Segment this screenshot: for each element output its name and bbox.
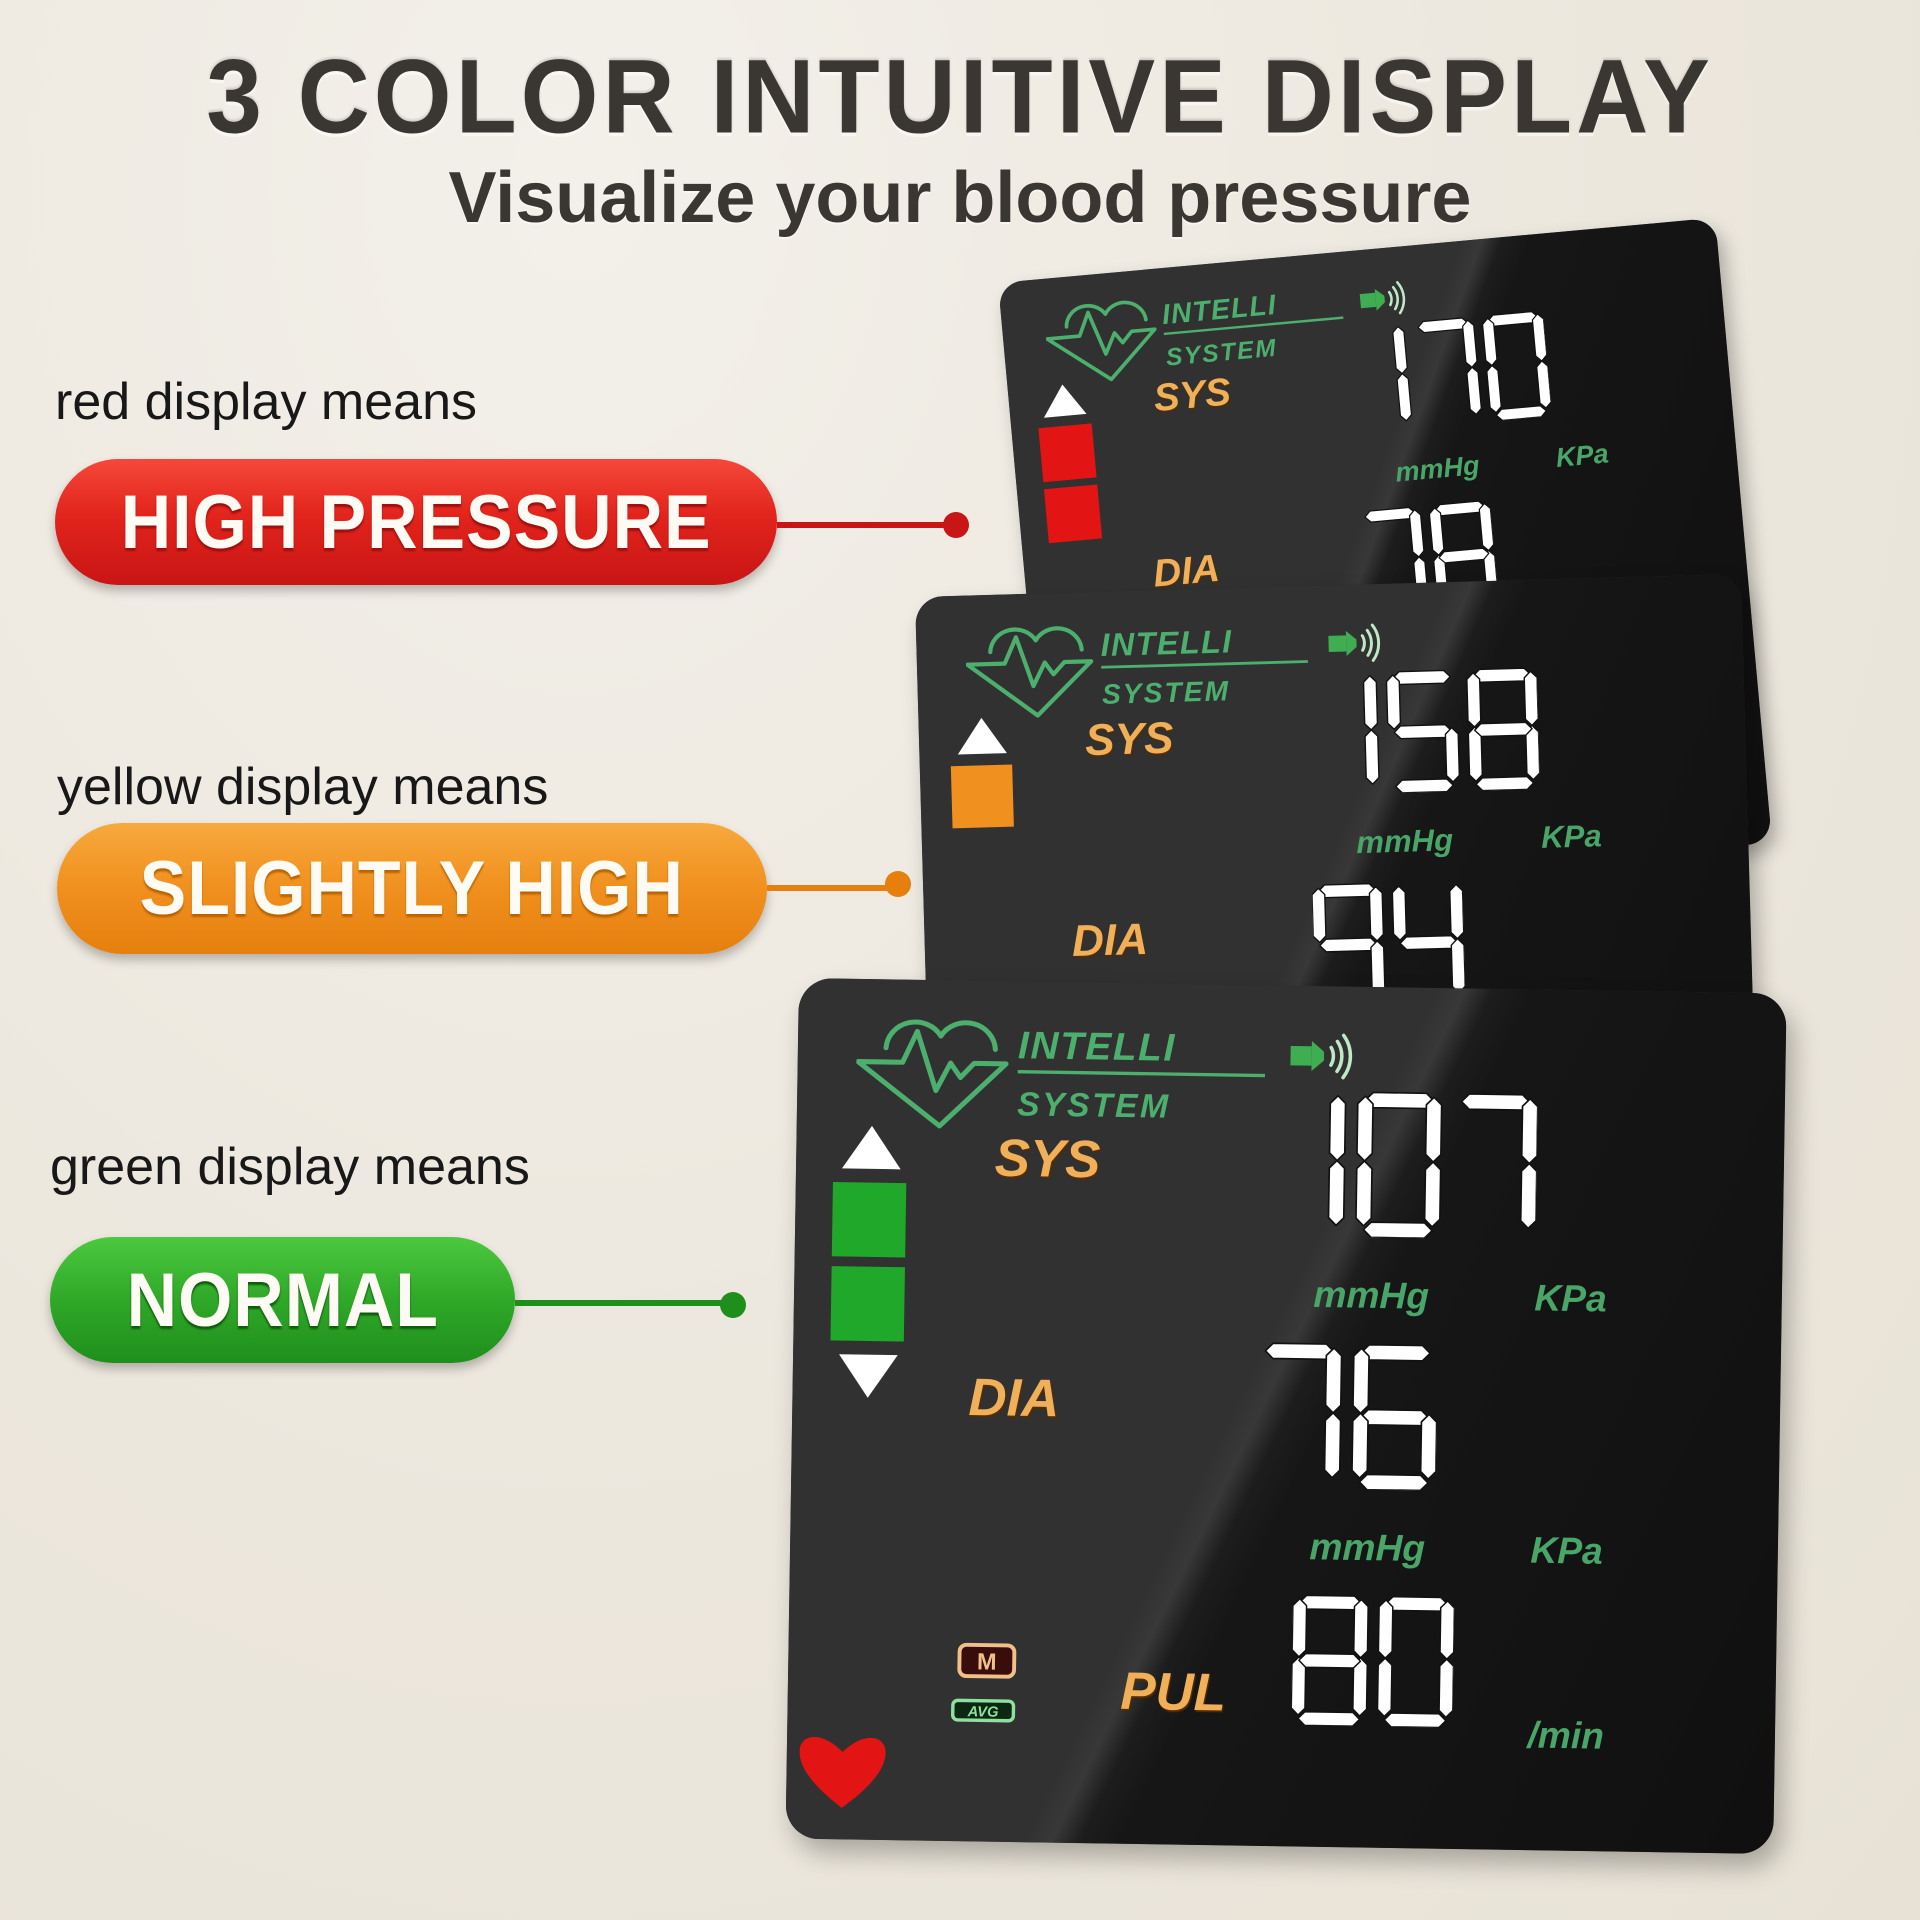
svg-text:INTELLI: INTELLI: [1100, 623, 1233, 663]
svg-text:INTELLI: INTELLI: [1018, 1024, 1177, 1069]
svg-text:SYSTEM: SYSTEM: [1017, 1086, 1171, 1125]
svg-text:SYSTEM: SYSTEM: [1102, 675, 1231, 710]
svg-text:AVG: AVG: [967, 1704, 999, 1720]
svg-text:INTELLI: INTELLI: [1161, 288, 1278, 330]
svg-text:M: M: [977, 1648, 997, 1674]
svg-text:SYSTEM: SYSTEM: [1165, 335, 1279, 372]
